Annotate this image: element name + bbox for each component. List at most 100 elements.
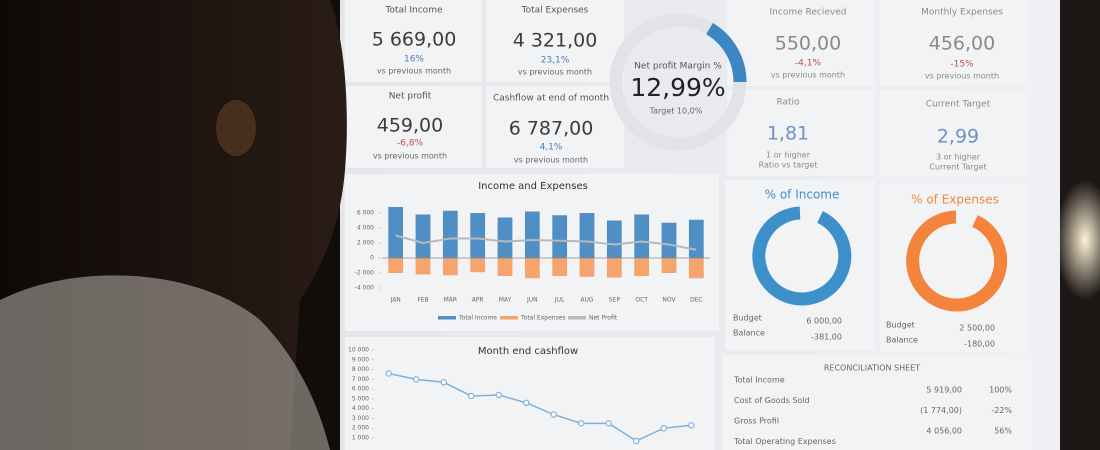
chart-title: Month end cashflow xyxy=(478,346,578,357)
bar xyxy=(634,214,650,258)
table-cell: 4 056,00 xyxy=(926,427,962,436)
table-title: RECONCILIATION SHEET xyxy=(824,364,920,373)
legend-label: Total Income xyxy=(458,315,497,322)
bar xyxy=(579,213,595,258)
table-cell: -22% xyxy=(991,406,1012,415)
bar xyxy=(470,213,486,258)
y-tick-label: 10 000 xyxy=(348,347,369,354)
card-value: 6 787,00 xyxy=(509,118,594,140)
card-title: Current Target xyxy=(926,100,991,110)
x-tick-label: SEP xyxy=(609,297,621,304)
card-change: 4,1% xyxy=(540,143,563,153)
cashflow-point xyxy=(688,422,695,429)
bar xyxy=(688,258,704,279)
card-note: vs previous month xyxy=(377,67,451,76)
shoulder xyxy=(0,275,330,450)
income-donut xyxy=(752,206,852,306)
y-tick-label: 0 xyxy=(370,255,374,262)
card-value: 1,81 xyxy=(767,123,809,145)
x-tick-label: JAN xyxy=(390,297,401,304)
cashflow-point xyxy=(495,391,502,399)
balance-value: -180,00 xyxy=(964,340,995,349)
cashflow-point xyxy=(468,392,475,400)
y-tick-label: 7 000 xyxy=(352,376,369,383)
bar xyxy=(524,211,540,258)
budget-label: Budget xyxy=(886,321,915,330)
bar xyxy=(552,215,568,258)
y-tick-label: 2 000 xyxy=(357,240,374,247)
cashflow-point xyxy=(605,420,612,427)
card-change: -4,1% xyxy=(795,59,822,69)
bar xyxy=(634,258,650,276)
table-cell: Total Income xyxy=(733,376,785,385)
bar xyxy=(415,258,431,275)
panel xyxy=(725,180,875,350)
table-cell: 100% xyxy=(989,386,1012,395)
dashboard: Total Income 5 669,00 16% vs previous month… xyxy=(348,6,1012,447)
bar xyxy=(661,258,677,273)
card-value: 4 321,00 xyxy=(513,30,598,52)
x-tick-label: MAY xyxy=(499,297,512,304)
card-note: vs previous month xyxy=(925,72,999,81)
legend-label: Total Expenses xyxy=(520,315,566,322)
bar xyxy=(552,258,568,276)
x-tick-label: JUN xyxy=(526,297,538,304)
bar xyxy=(388,258,404,273)
panel xyxy=(345,0,482,82)
lamp-glow xyxy=(1055,180,1100,300)
x-tick-label: NOV xyxy=(662,297,676,304)
y-tick-label: 4 000 xyxy=(352,405,369,412)
gauge-target: Target 10,0% xyxy=(649,107,703,116)
gauge-arc xyxy=(705,23,747,83)
ear xyxy=(216,100,256,156)
budget-value: 6 000,00 xyxy=(806,317,842,326)
card-value: 5 669,00 xyxy=(372,29,457,51)
x-tick-label: FEB xyxy=(417,297,428,304)
card-note: Current Target xyxy=(929,163,986,172)
cashflow-point xyxy=(440,379,447,386)
table-cell: Gross Profil xyxy=(734,417,779,426)
cashflow-point xyxy=(578,420,585,427)
x-tick-label: JUL xyxy=(554,297,565,304)
y-tick-label: 2 000 xyxy=(352,425,369,432)
legend-swatch xyxy=(568,316,586,320)
y-tick-label: 1 000 xyxy=(352,435,369,442)
card-note: vs previous month xyxy=(518,68,592,77)
cashflow-point xyxy=(413,376,420,383)
balance-label: Balance xyxy=(886,336,918,345)
y-tick-label: 5 000 xyxy=(352,395,369,402)
bar xyxy=(415,214,431,258)
legend-swatch xyxy=(500,316,518,320)
card-value: 2,99 xyxy=(937,126,979,148)
y-tick-label: -2 000 xyxy=(355,270,375,277)
bar xyxy=(442,258,458,276)
card-title: Monthly Expenses xyxy=(921,8,1003,18)
x-tick-label: MAR xyxy=(444,297,457,304)
card-title: Ratio xyxy=(776,98,800,108)
share-title: % of Income xyxy=(765,188,840,202)
person-silhouette xyxy=(0,0,347,450)
bar xyxy=(579,258,595,277)
card-title: Income Recieved xyxy=(770,8,847,18)
bar xyxy=(442,210,458,258)
bar xyxy=(524,258,540,279)
card-change: -6,8% xyxy=(397,139,424,149)
panel xyxy=(486,86,624,168)
card-change: 23,1% xyxy=(541,56,570,66)
card-note: vs previous month xyxy=(373,152,447,161)
card-value: 456,00 xyxy=(929,33,995,55)
bar xyxy=(470,258,486,273)
card-value: 550,00 xyxy=(775,33,841,55)
legend-swatch xyxy=(438,316,456,320)
x-tick-label: APR xyxy=(472,297,484,304)
chart-title: Income and Expenses xyxy=(478,181,588,192)
bar xyxy=(606,220,622,258)
card-title: Total Expenses xyxy=(521,6,589,16)
table-cell: 56% xyxy=(994,427,1012,436)
card-value: 459,00 xyxy=(377,115,443,137)
cashflow-point xyxy=(550,411,557,418)
y-tick-label: 4 000 xyxy=(357,225,374,232)
card-title: Net profit xyxy=(389,92,432,102)
panel xyxy=(345,337,715,450)
